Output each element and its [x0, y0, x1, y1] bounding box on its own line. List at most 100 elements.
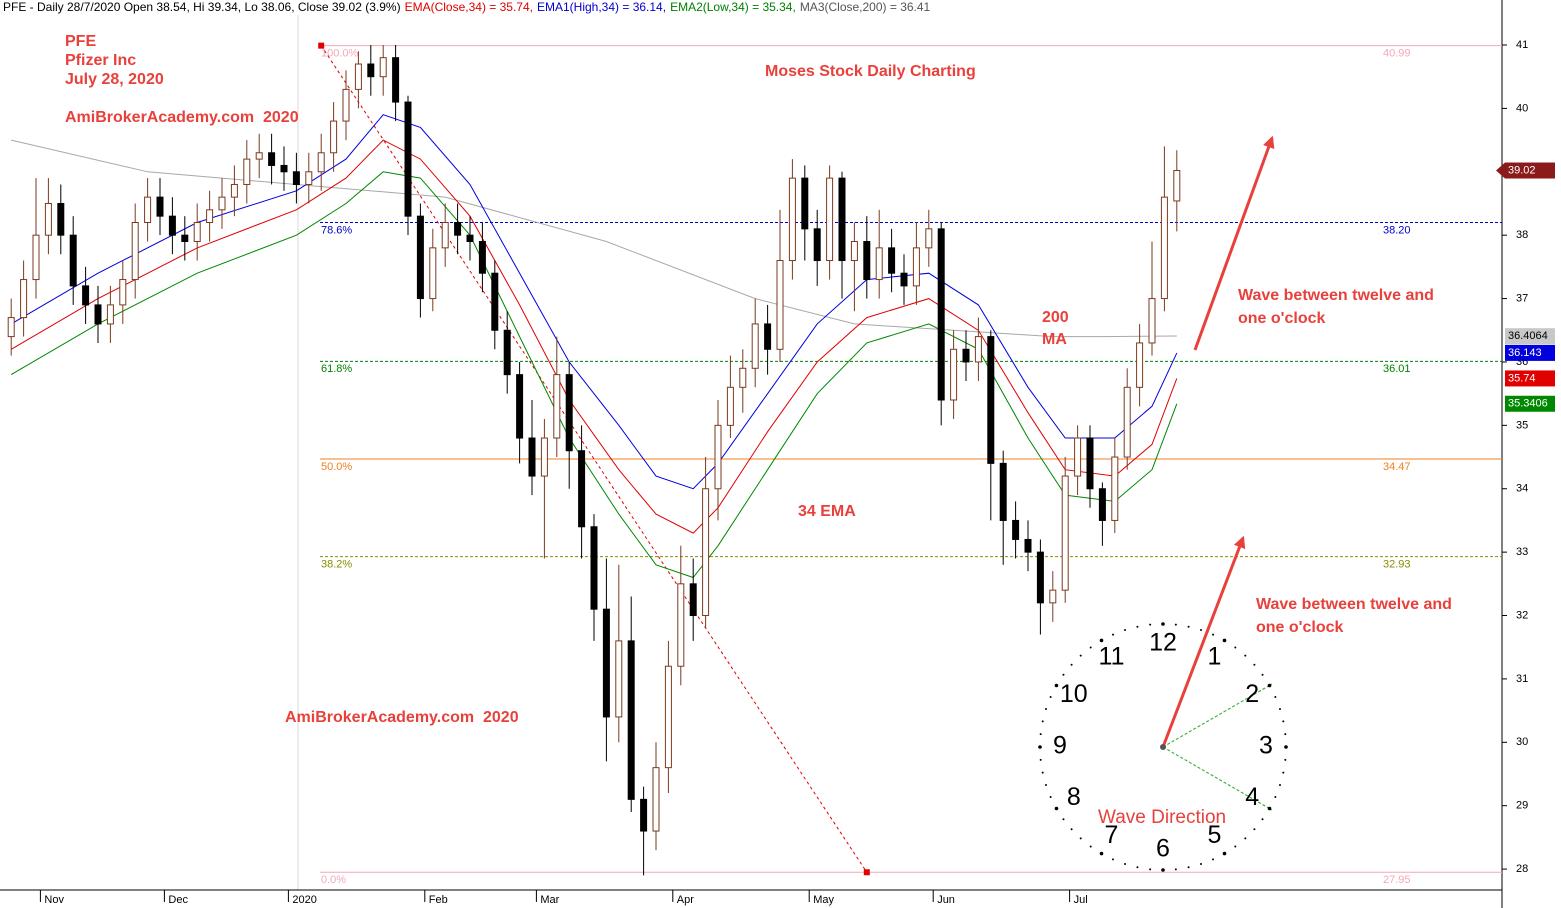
clock-dot [1261, 673, 1264, 676]
clock-number: 3 [1259, 732, 1273, 760]
candle-body [937, 228, 945, 401]
candle-body [491, 272, 499, 331]
ticker: PFE [65, 33, 96, 50]
indicator-line [10, 171, 1178, 579]
fib-price: 27.95 [1383, 874, 1411, 886]
clock-number: 7 [1105, 821, 1119, 849]
candle-body [44, 202, 52, 236]
clock-dot [1039, 733, 1042, 736]
candle-body [1136, 342, 1144, 388]
fib-percent: 38.2% [321, 558, 352, 570]
fib-percent: 61.8% [321, 363, 352, 375]
clock-dot [1244, 654, 1247, 657]
wave-note: one o'clock [1238, 310, 1325, 327]
clock-dot [1079, 837, 1082, 840]
candle-body [689, 583, 697, 617]
candle-body [478, 241, 486, 274]
y-tick-label: 40 [1516, 102, 1528, 114]
candle-body [801, 177, 809, 230]
last-value: 35.3406 [1508, 398, 1548, 410]
candle-body [838, 177, 846, 262]
clock-dot [1187, 866, 1190, 869]
fib-percent: 50.0% [321, 461, 352, 473]
clock-dot [1212, 633, 1215, 636]
candle-body [875, 247, 883, 281]
fib-percent: 78.6% [321, 224, 352, 236]
candle-body [181, 234, 189, 243]
x-tick-label: 2020 [292, 894, 316, 906]
header-part: EMA1(High,34) = 36.14, [537, 0, 666, 14]
ma-label: MA [1042, 331, 1067, 348]
x-tick-label: May [813, 894, 834, 906]
last-value: 36.143 [1508, 347, 1542, 359]
clock-dot [1099, 851, 1104, 856]
last-value-box [1505, 395, 1555, 412]
candle-body [826, 177, 834, 262]
clock-dot [1070, 828, 1073, 831]
clock-number: 6 [1156, 835, 1170, 863]
clock-dot [1284, 745, 1288, 749]
clock-dot [1045, 784, 1048, 787]
header-part: EMA2(Low,34) = 35.34, [670, 0, 796, 14]
candle-body [280, 164, 288, 173]
clock-number: 1 [1208, 642, 1222, 670]
clock-number: 8 [1067, 783, 1081, 811]
wave-direction: Wave Direction [1098, 807, 1226, 828]
candle-body [82, 285, 90, 306]
candle-body [615, 640, 623, 718]
header: PFE - Daily 28/7/2020 Open 38.54, Hi 39.… [3, 0, 931, 14]
candle-body [1024, 538, 1032, 553]
fib-anchor [863, 869, 870, 876]
clock-dot [1261, 818, 1264, 821]
wave-note: one o'clock [1256, 619, 1343, 636]
candle-body [565, 374, 573, 452]
clock-dot [1222, 638, 1227, 643]
candle-body [999, 462, 1007, 521]
candle-body [1111, 456, 1119, 521]
clock-dot [1278, 784, 1281, 787]
last-value: 36.4064 [1508, 330, 1548, 342]
clock-dot [1089, 845, 1092, 848]
ma-label: 200 [1042, 309, 1069, 326]
candle-body [305, 171, 313, 185]
clock-dot [1079, 654, 1082, 657]
candle-body [404, 101, 412, 217]
last-value-box [1505, 328, 1555, 345]
clock-dot [1054, 683, 1059, 688]
candle-body [441, 222, 449, 249]
clock-dot [1282, 720, 1285, 723]
candle-body [255, 152, 263, 160]
clock-dot [1049, 796, 1052, 799]
clock-dot [1049, 695, 1052, 698]
candle-body [627, 640, 635, 800]
clock-dot [1111, 858, 1114, 861]
candle-body [429, 247, 437, 300]
candle-body [69, 234, 77, 287]
clock-dot [1200, 862, 1203, 865]
candle-body [540, 437, 548, 477]
clock-hand [1162, 683, 1273, 748]
clock-number: 9 [1053, 732, 1067, 760]
clock-number: 2 [1245, 680, 1259, 708]
header-part: PFE - Daily 28/7/2020 Open 38.54, Hi 39.… [3, 0, 401, 14]
y-tick-label: 38 [1516, 229, 1528, 241]
x-tick-label: Feb [429, 894, 448, 906]
clock-dot [1041, 720, 1044, 723]
last-value-box [1505, 344, 1555, 361]
y-tick-label: 29 [1516, 800, 1528, 812]
candle-body [602, 608, 610, 718]
candle-body [379, 57, 387, 78]
candle-body [57, 202, 65, 236]
wave-note: Wave between twelve and [1256, 596, 1452, 613]
y-tick-label: 34 [1516, 483, 1528, 495]
clock-dot [1253, 663, 1256, 666]
clock-dot [1123, 629, 1126, 632]
fib-anchor [318, 42, 325, 49]
clock-center [1160, 744, 1166, 750]
clock-dot [1200, 629, 1203, 632]
candle-body [454, 222, 462, 236]
header-part: EMA(Close,34) = 35.74, [405, 0, 533, 14]
